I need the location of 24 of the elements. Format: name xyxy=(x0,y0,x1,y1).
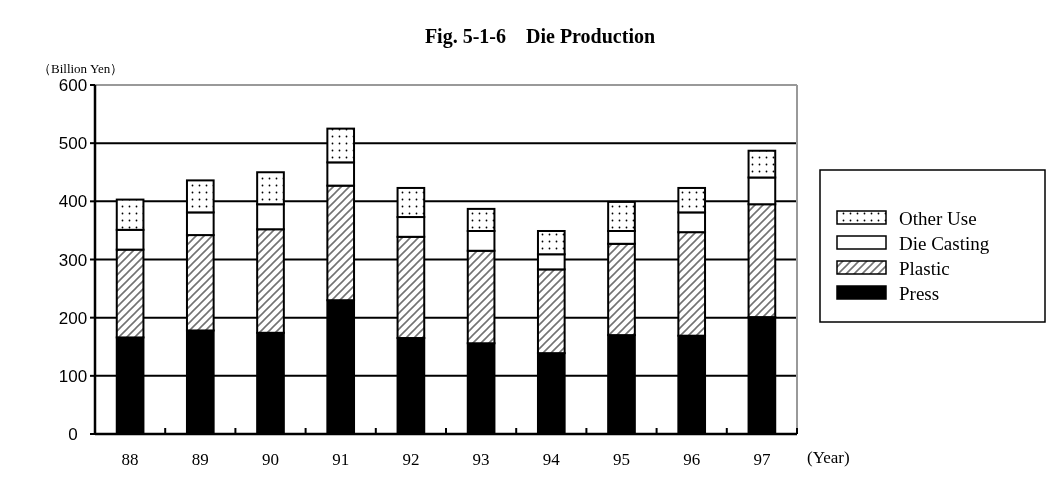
y-tick-label: 600 xyxy=(58,76,88,95)
y-tick-label: 400 xyxy=(58,192,88,212)
x-tick-label: 97 xyxy=(753,450,771,469)
y-tick-label: 100 xyxy=(58,366,88,386)
legend-label: Press xyxy=(899,283,940,304)
y-tick-label: 200 xyxy=(58,308,88,328)
x-tick-label: 95 xyxy=(613,450,630,469)
x-tick-label: 91 xyxy=(332,450,350,469)
x-tick-label: 88 xyxy=(121,450,139,469)
x-axis-title: (Year) xyxy=(807,448,850,467)
chart-title: Fig. 5-1-6 Die Production xyxy=(424,25,656,48)
x-tick-label: 89 xyxy=(191,450,209,469)
y-axis-title: （Billion Yen） xyxy=(38,61,124,76)
legend-label: Plastic xyxy=(899,258,950,279)
legend-label: Die Casting xyxy=(899,233,990,254)
y-tick-label: 300 xyxy=(58,250,88,270)
x-tick-label: 96 xyxy=(683,450,701,469)
x-tick-label: 93 xyxy=(472,450,490,469)
x-tick-label: 94 xyxy=(542,450,561,469)
x-tick-label: 90 xyxy=(262,450,279,469)
y-tick-label: 500 xyxy=(58,134,88,154)
y-tick-label: 0 xyxy=(68,425,78,444)
legend-label: Other Use xyxy=(899,208,977,229)
x-tick-label: 92 xyxy=(402,450,420,469)
